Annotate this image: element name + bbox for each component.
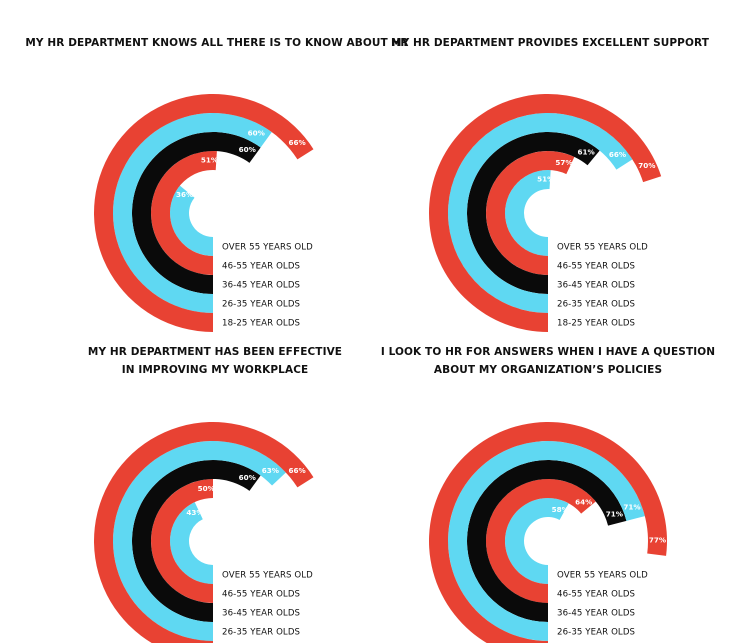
chart-3: MY HR DEPARTMENT HAS BEEN EFFECTIVE IN IM… (88, 346, 342, 643)
value-label: 66% (609, 150, 626, 159)
legend-label: OVER 55 YEARS OLD (557, 243, 648, 253)
legend-label: 36-45 YEAR OLDS (222, 609, 300, 619)
value-label: 50% (198, 484, 215, 493)
ring-4 (112, 112, 272, 313)
value-label: 66% (288, 138, 305, 147)
value-label: 64% (575, 498, 592, 507)
legend-label: 26-35 YEAR OLDS (557, 628, 635, 638)
chart-title: IN IMPROVING MY WORKPLACE (122, 364, 309, 376)
value-label: 51% (537, 175, 554, 184)
value-label: 60% (239, 145, 256, 154)
legend-label: 36-45 YEAR OLDS (222, 281, 300, 291)
legend-label: 26-35 YEAR OLDS (222, 628, 300, 638)
ring-3 (131, 459, 261, 622)
legend-label: 26-35 YEAR OLDS (557, 300, 635, 310)
value-label: 77% (649, 536, 666, 545)
ring-2 (486, 479, 596, 603)
chart-title: MY HR DEPARTMENT PROVIDES EXCELLENT SUPP… (391, 37, 710, 49)
ring-2 (151, 151, 217, 275)
ring-1 (505, 498, 569, 584)
chart-title: ABOUT MY ORGANIZATION’S POLICIES (434, 364, 662, 376)
value-label: 36% (176, 190, 193, 199)
legend-label: 18-25 YEAR OLDS (222, 319, 300, 329)
value-label: 63% (262, 466, 279, 475)
legend-label: 46-55 YEAR OLDS (557, 262, 635, 272)
value-label: 66% (288, 466, 305, 475)
legend-label: OVER 55 YEARS OLD (222, 243, 313, 253)
value-label: 70% (638, 161, 655, 170)
ring-1 (504, 170, 551, 256)
legend-label: OVER 55 YEARS OLD (222, 571, 313, 581)
legend-label: OVER 55 YEARS OLD (557, 571, 648, 581)
legend-label: 46-55 YEAR OLDS (557, 590, 635, 600)
ring-4 (112, 441, 286, 641)
chart-title: I LOOK TO HR FOR ANSWERS WHEN I HAVE A Q… (381, 346, 715, 358)
legend-label: 36-45 YEAR OLDS (557, 281, 635, 291)
ring-2 (486, 151, 575, 275)
ring-3 (467, 131, 600, 294)
ring-3 (131, 132, 261, 294)
legend-label: 36-45 YEAR OLDS (557, 609, 635, 619)
ring-2 (151, 479, 213, 603)
value-label: 61% (577, 147, 594, 156)
value-label: 71% (623, 502, 640, 511)
legend-label: 46-55 YEAR OLDS (222, 262, 300, 272)
ring-1 (170, 502, 213, 584)
chart-title: MY HR DEPARTMENT KNOWS ALL THERE IS TO K… (25, 37, 408, 49)
chart-1: MY HR DEPARTMENT KNOWS ALL THERE IS TO K… (25, 37, 409, 332)
value-label: 71% (606, 509, 623, 518)
value-label: 58% (552, 505, 569, 514)
chart-title: MY HR DEPARTMENT HAS BEEN EFFECTIVE (88, 346, 342, 358)
ring-1 (170, 185, 213, 256)
chart-4: I LOOK TO HR FOR ANSWERS WHEN I HAVE A Q… (381, 346, 715, 643)
legend-label: 26-35 YEAR OLDS (222, 300, 300, 310)
chart-2: MY HR DEPARTMENT PROVIDES EXCELLENT SUPP… (391, 37, 710, 333)
legend-label: 18-25 YEAR OLDS (557, 319, 635, 329)
value-label: 51% (201, 156, 218, 165)
value-label: 57% (555, 158, 572, 167)
legend-label: 46-55 YEAR OLDS (222, 590, 300, 600)
value-label: 60% (248, 129, 265, 138)
value-label: 43% (186, 508, 203, 517)
value-label: 60% (239, 473, 256, 482)
